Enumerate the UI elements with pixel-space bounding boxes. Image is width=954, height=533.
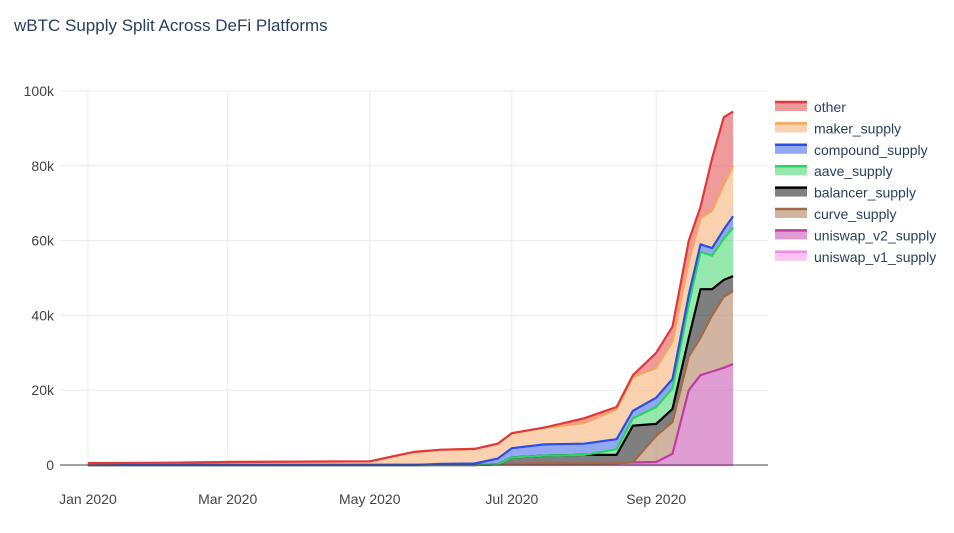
legend-swatch [775,102,807,111]
legend[interactable]: other maker_supply compound_supply aave_sup… [775,99,936,265]
legend-item-maker_supply[interactable]: maker_supply [775,120,901,136]
y-tick-label: 20k [31,382,55,398]
legend-item-compound_supply[interactable]: compound_supply [775,142,928,158]
x-tick-label: Jul 2020 [485,491,538,507]
legend-label: uniswap_v1_supply [814,249,936,265]
x-axis: Jan 2020 Mar 2020 May 2020 Jul 2020 Sep 2020 [59,491,686,507]
legend-swatch [775,166,807,176]
legend-item-curve_supply[interactable]: curve_supply [775,206,897,222]
legend-swatch [775,230,807,240]
series-line-other [87,110,734,465]
chart-title: wBTC Supply Split Across DeFi Platforms [13,16,328,35]
legend-label: other [814,99,846,115]
legend-label: compound_supply [814,142,928,158]
legend-swatch [775,144,807,154]
legend-label: aave_supply [814,163,893,179]
y-axis: 0 20k 40k 60k 80k 100k [24,83,768,473]
legend-item-other[interactable]: other [775,99,846,115]
y-tick-label: 80k [31,158,55,174]
legend-label: curve_supply [814,206,897,222]
legend-label: uniswap_v2_supply [814,227,936,243]
x-tick-label: Mar 2020 [198,491,257,507]
legend-item-balancer_supply[interactable]: balancer_supply [775,185,916,201]
y-tick-label: 40k [31,307,55,323]
legend-swatch [775,251,807,261]
legend-label: maker_supply [814,120,901,136]
y-tick-label: 0 [46,457,54,473]
x-tick-label: Sep 2020 [626,491,686,507]
series-areas [87,111,734,466]
legend-swatch [775,187,807,197]
legend-label: balancer_supply [814,185,916,201]
legend-swatch [775,123,807,133]
legend-item-uniswap_v2_supply[interactable]: uniswap_v2_supply [775,227,936,243]
y-tick-label: 60k [31,233,55,249]
x-tick-label: Jan 2020 [59,491,117,507]
y-tick-label: 100k [24,83,55,99]
legend-swatch [775,209,807,218]
legend-item-aave_supply[interactable]: aave_supply [775,163,893,179]
x-tick-label: May 2020 [339,491,401,507]
legend-item-uniswap_v1_supply[interactable]: uniswap_v1_supply [775,249,936,265]
series-area-curve_supply [87,291,734,465]
